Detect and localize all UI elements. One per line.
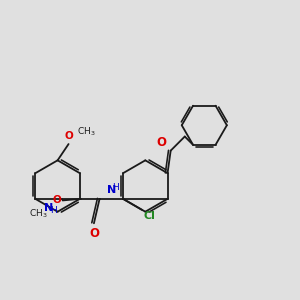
Text: Cl: Cl xyxy=(143,212,155,221)
Text: N: N xyxy=(44,202,53,213)
Text: CH$_3$: CH$_3$ xyxy=(29,207,48,220)
Text: O: O xyxy=(156,136,166,149)
Text: O: O xyxy=(89,227,99,240)
Text: H: H xyxy=(50,206,57,215)
Text: H: H xyxy=(112,183,118,192)
Text: CH$_3$: CH$_3$ xyxy=(77,125,96,138)
Text: N: N xyxy=(107,185,116,195)
Text: O: O xyxy=(64,131,73,141)
Text: O: O xyxy=(52,195,61,205)
